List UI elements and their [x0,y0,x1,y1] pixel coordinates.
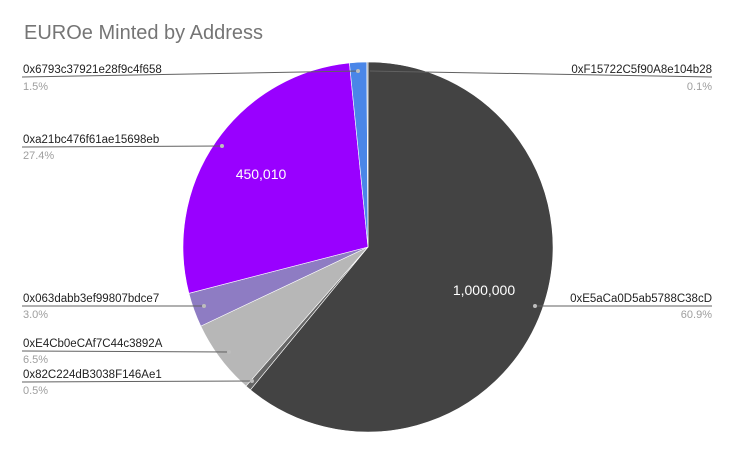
label-slice-1: 0x82C224dB3038F146Ae1 [23,369,162,381]
label-slice-0: 0xE5aCa0D5ab5788C38cD [570,293,712,305]
chart-title: EUROe Minted by Address [24,22,263,44]
pct-slice-5: 1.5% [23,81,48,93]
label-slice-6: 0xF15722C5f90A8e104b28 [571,64,712,76]
value-label-slice-4: 450,010 [236,166,287,182]
pct-slice-1: 0.5% [23,385,48,397]
label-slice-4: 0xa21bc476f61ae15698eb [23,134,159,146]
pie-slice-4[interactable] [182,62,369,294]
pct-slice-4: 27.4% [23,150,54,162]
value-label-slice-0: 1,000,000 [453,282,515,298]
label-slice-2: 0xE4Cb0eCAf7C44c3892A [23,338,163,350]
pie-slices [182,61,554,433]
label-slice-5: 0x6793c37921e28f9c4f658 [23,64,162,76]
pct-slice-2: 6.5% [23,354,48,366]
pct-slice-6: 0.1% [687,81,712,93]
pie-slice-0[interactable] [250,61,554,433]
label-slice-3: 0x063dabb3ef99807bdce7 [23,293,159,305]
pct-slice-3: 3.0% [23,309,48,321]
pie-slice-6[interactable] [366,61,369,248]
callout-dots [202,69,537,383]
callout-lines [21,70,713,383]
pct-slice-0: 60.9% [681,309,712,321]
